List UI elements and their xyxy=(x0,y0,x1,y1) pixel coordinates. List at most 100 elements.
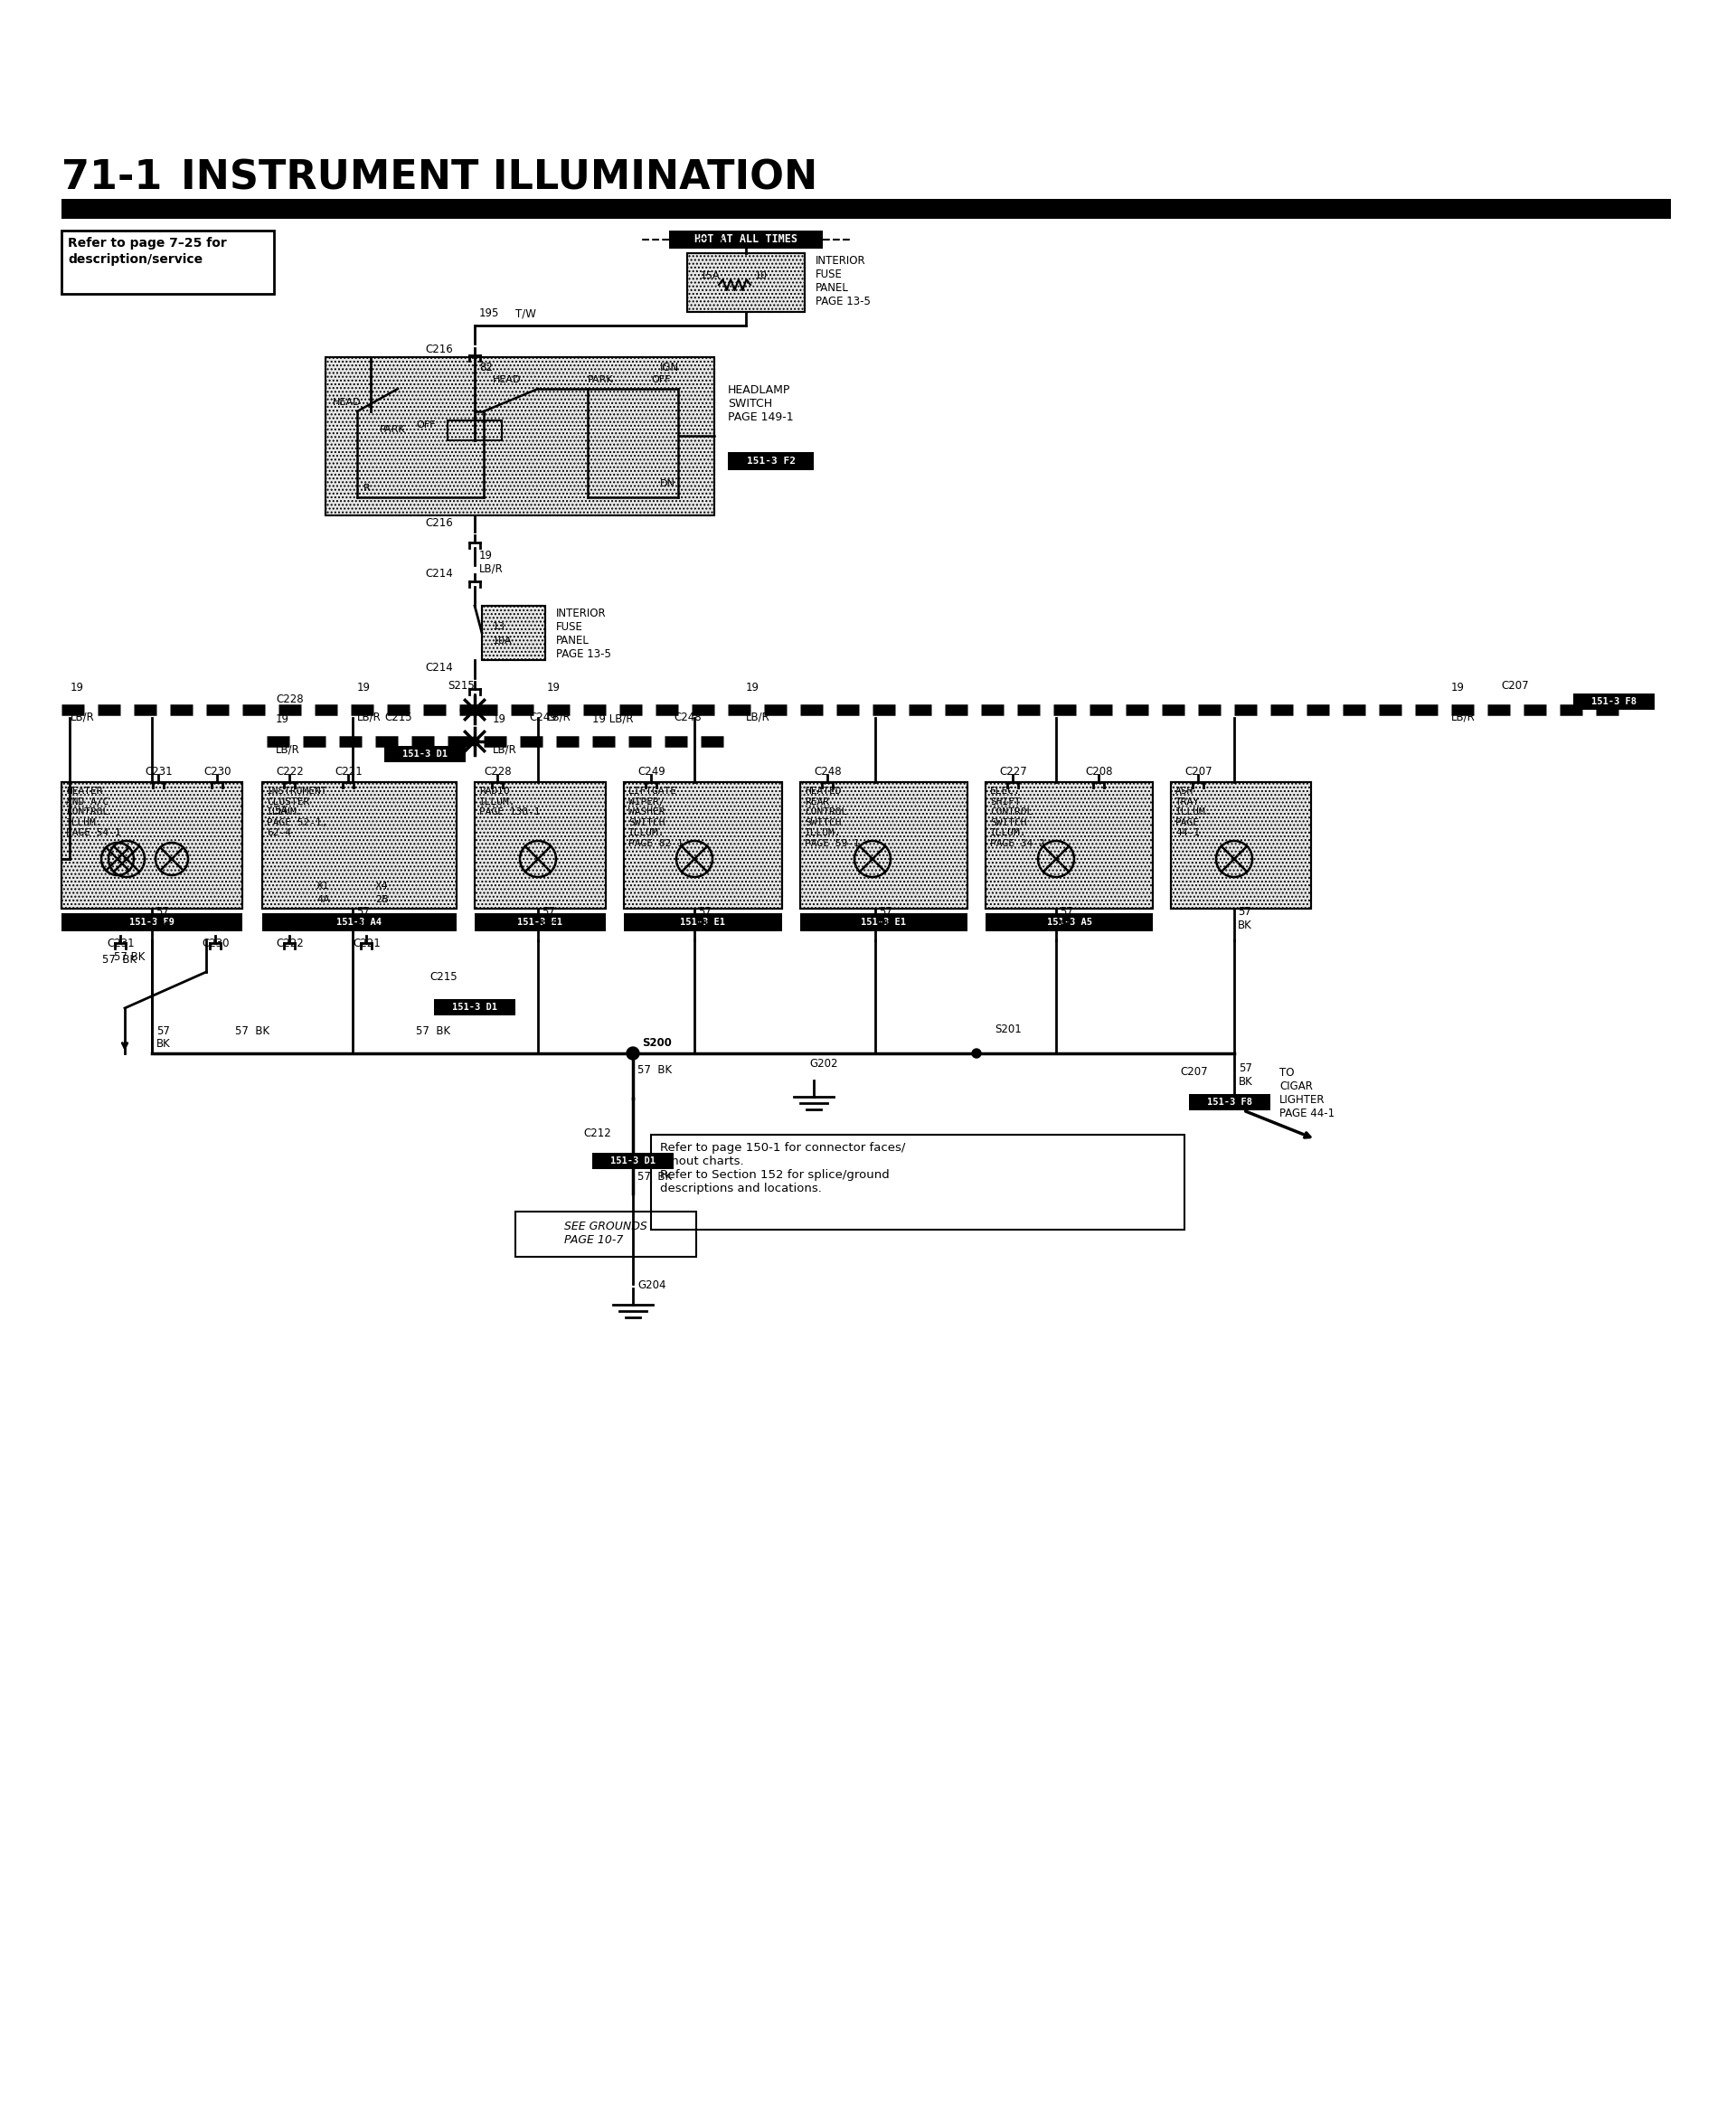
Text: X4: X4 xyxy=(375,882,389,890)
Bar xyxy=(800,783,967,909)
Text: 57: 57 xyxy=(156,1025,170,1037)
Text: S201: S201 xyxy=(995,1023,1021,1035)
Text: OFF: OFF xyxy=(417,421,436,429)
Text: BK: BK xyxy=(356,919,370,932)
Text: C222: C222 xyxy=(276,766,304,778)
Text: 57: 57 xyxy=(156,907,168,917)
Text: 57  BK: 57 BK xyxy=(637,1065,672,1075)
Bar xyxy=(986,783,1153,909)
Text: 151-3 F2: 151-3 F2 xyxy=(746,457,795,465)
Text: LB/R: LB/R xyxy=(547,711,571,724)
Bar xyxy=(592,1153,674,1170)
Text: 151-3 E1: 151-3 E1 xyxy=(517,917,562,926)
Text: DN: DN xyxy=(660,480,675,488)
Text: RADIO
ILLUM.
PAGE 130-1: RADIO ILLUM. PAGE 130-1 xyxy=(479,787,540,816)
Bar xyxy=(651,1134,1184,1229)
Text: C207: C207 xyxy=(1184,766,1212,778)
Text: C249: C249 xyxy=(529,711,557,724)
Bar xyxy=(1170,783,1311,909)
Text: 57: 57 xyxy=(1238,907,1252,917)
Text: INTERIOR
FUSE
PANEL
PAGE 13-5: INTERIOR FUSE PANEL PAGE 13-5 xyxy=(816,255,870,307)
Text: R: R xyxy=(363,484,370,492)
Text: INSTRUMENT ILLUMINATION: INSTRUMENT ILLUMINATION xyxy=(181,158,818,198)
Bar xyxy=(623,913,783,932)
Text: 19: 19 xyxy=(493,713,507,726)
Text: 151-3 F8: 151-3 F8 xyxy=(1207,1098,1252,1107)
Bar xyxy=(474,783,606,909)
Text: 13: 13 xyxy=(493,623,505,631)
Text: 2B: 2B xyxy=(375,894,389,905)
Text: Refer to page 7–25 for: Refer to page 7–25 for xyxy=(68,238,227,250)
Bar xyxy=(800,783,967,909)
Text: 151-3 D1: 151-3 D1 xyxy=(403,749,448,760)
Text: TO
CIGAR
LIGHTER
PAGE 44-1: TO CIGAR LIGHTER PAGE 44-1 xyxy=(1279,1067,1335,1119)
Text: 19: 19 xyxy=(479,549,493,562)
Text: 19: 19 xyxy=(547,682,561,694)
Text: 19: 19 xyxy=(71,682,83,694)
Text: S215: S215 xyxy=(448,680,474,692)
Bar xyxy=(668,231,823,248)
Text: G204: G204 xyxy=(637,1279,667,1292)
Text: C228: C228 xyxy=(276,694,304,705)
Text: C207: C207 xyxy=(1180,1067,1208,1077)
Bar xyxy=(516,1212,696,1256)
Circle shape xyxy=(470,736,479,747)
Text: IGN: IGN xyxy=(660,362,679,372)
Text: HEATER
AND A/C
CONTROL
ILLUM.
PAGE 54-1: HEATER AND A/C CONTROL ILLUM. PAGE 54-1 xyxy=(66,787,122,837)
Bar xyxy=(1573,694,1654,709)
Bar xyxy=(986,783,1153,909)
Text: C207: C207 xyxy=(1502,680,1529,692)
Text: C216: C216 xyxy=(425,518,453,528)
Bar xyxy=(474,783,606,909)
Text: INSTRUMENT
CLUSTER
ILLUM.
PAGE 52-1,
62-4: INSTRUMENT CLUSTER ILLUM. PAGE 52-1, 62-… xyxy=(267,787,328,837)
Text: 151-3 E1: 151-3 E1 xyxy=(861,917,906,926)
Text: 82: 82 xyxy=(479,362,493,372)
Bar xyxy=(483,606,545,661)
Text: 15A: 15A xyxy=(701,271,720,280)
Text: 57  BK: 57 BK xyxy=(102,953,137,966)
Bar xyxy=(483,606,545,661)
Text: BK: BK xyxy=(156,1037,170,1050)
Text: 4A: 4A xyxy=(316,894,330,905)
Text: SEE GROUNDS
PAGE 10-7: SEE GROUNDS PAGE 10-7 xyxy=(564,1220,648,1246)
Text: description/service: description/service xyxy=(68,252,203,265)
Text: S200: S200 xyxy=(642,1037,672,1048)
Text: LB/R: LB/R xyxy=(358,711,382,724)
Text: LB/R: LB/R xyxy=(493,743,517,755)
Bar xyxy=(800,913,967,932)
Text: HEATED
REAR
CONTROL
SWITCH
ILLUM.
PAGE 59-1: HEATED REAR CONTROL SWITCH ILLUM. PAGE 5… xyxy=(806,787,859,848)
Bar xyxy=(623,783,783,909)
Bar xyxy=(687,252,806,311)
Text: LB/R: LB/R xyxy=(276,743,300,755)
Text: PARK: PARK xyxy=(589,375,613,385)
Bar xyxy=(448,421,502,440)
Bar xyxy=(326,358,713,515)
Text: C214: C214 xyxy=(425,568,453,579)
Text: LB/R: LB/R xyxy=(71,711,95,724)
Bar xyxy=(623,783,783,909)
Text: C215: C215 xyxy=(429,972,457,983)
Text: C231: C231 xyxy=(144,766,172,778)
Text: C249: C249 xyxy=(637,766,665,778)
Text: 151-3 A4: 151-3 A4 xyxy=(337,917,382,926)
Text: T/W: T/W xyxy=(516,307,536,320)
Text: 57  BK: 57 BK xyxy=(234,1025,269,1037)
Text: BK: BK xyxy=(698,919,712,932)
Text: X1: X1 xyxy=(316,882,330,890)
Bar xyxy=(61,200,1670,219)
Text: 57: 57 xyxy=(542,907,556,917)
Text: C248: C248 xyxy=(814,766,842,778)
Circle shape xyxy=(972,1048,981,1058)
Text: HOT AT ALL TIMES: HOT AT ALL TIMES xyxy=(694,234,797,246)
Text: ELEC.
SHIFT
CONTROL
SWITCH
ILLUM.
PAGE 34-2: ELEC. SHIFT CONTROL SWITCH ILLUM. PAGE 3… xyxy=(990,787,1045,848)
Text: INTERIOR
FUSE
PANEL
PAGE 13-5: INTERIOR FUSE PANEL PAGE 13-5 xyxy=(556,608,611,661)
Bar xyxy=(61,783,243,909)
Text: 10A: 10A xyxy=(493,638,512,646)
Text: OFF: OFF xyxy=(651,375,670,385)
Text: C221: C221 xyxy=(335,766,363,778)
Text: 57: 57 xyxy=(356,907,370,917)
Text: Refer to page 150-1 for connector faces/
pinout charts.
Refer to Section 152 for: Refer to page 150-1 for connector faces/… xyxy=(660,1142,906,1195)
Bar xyxy=(262,783,457,909)
Text: BK: BK xyxy=(1238,919,1252,932)
Text: 195: 195 xyxy=(479,307,500,320)
